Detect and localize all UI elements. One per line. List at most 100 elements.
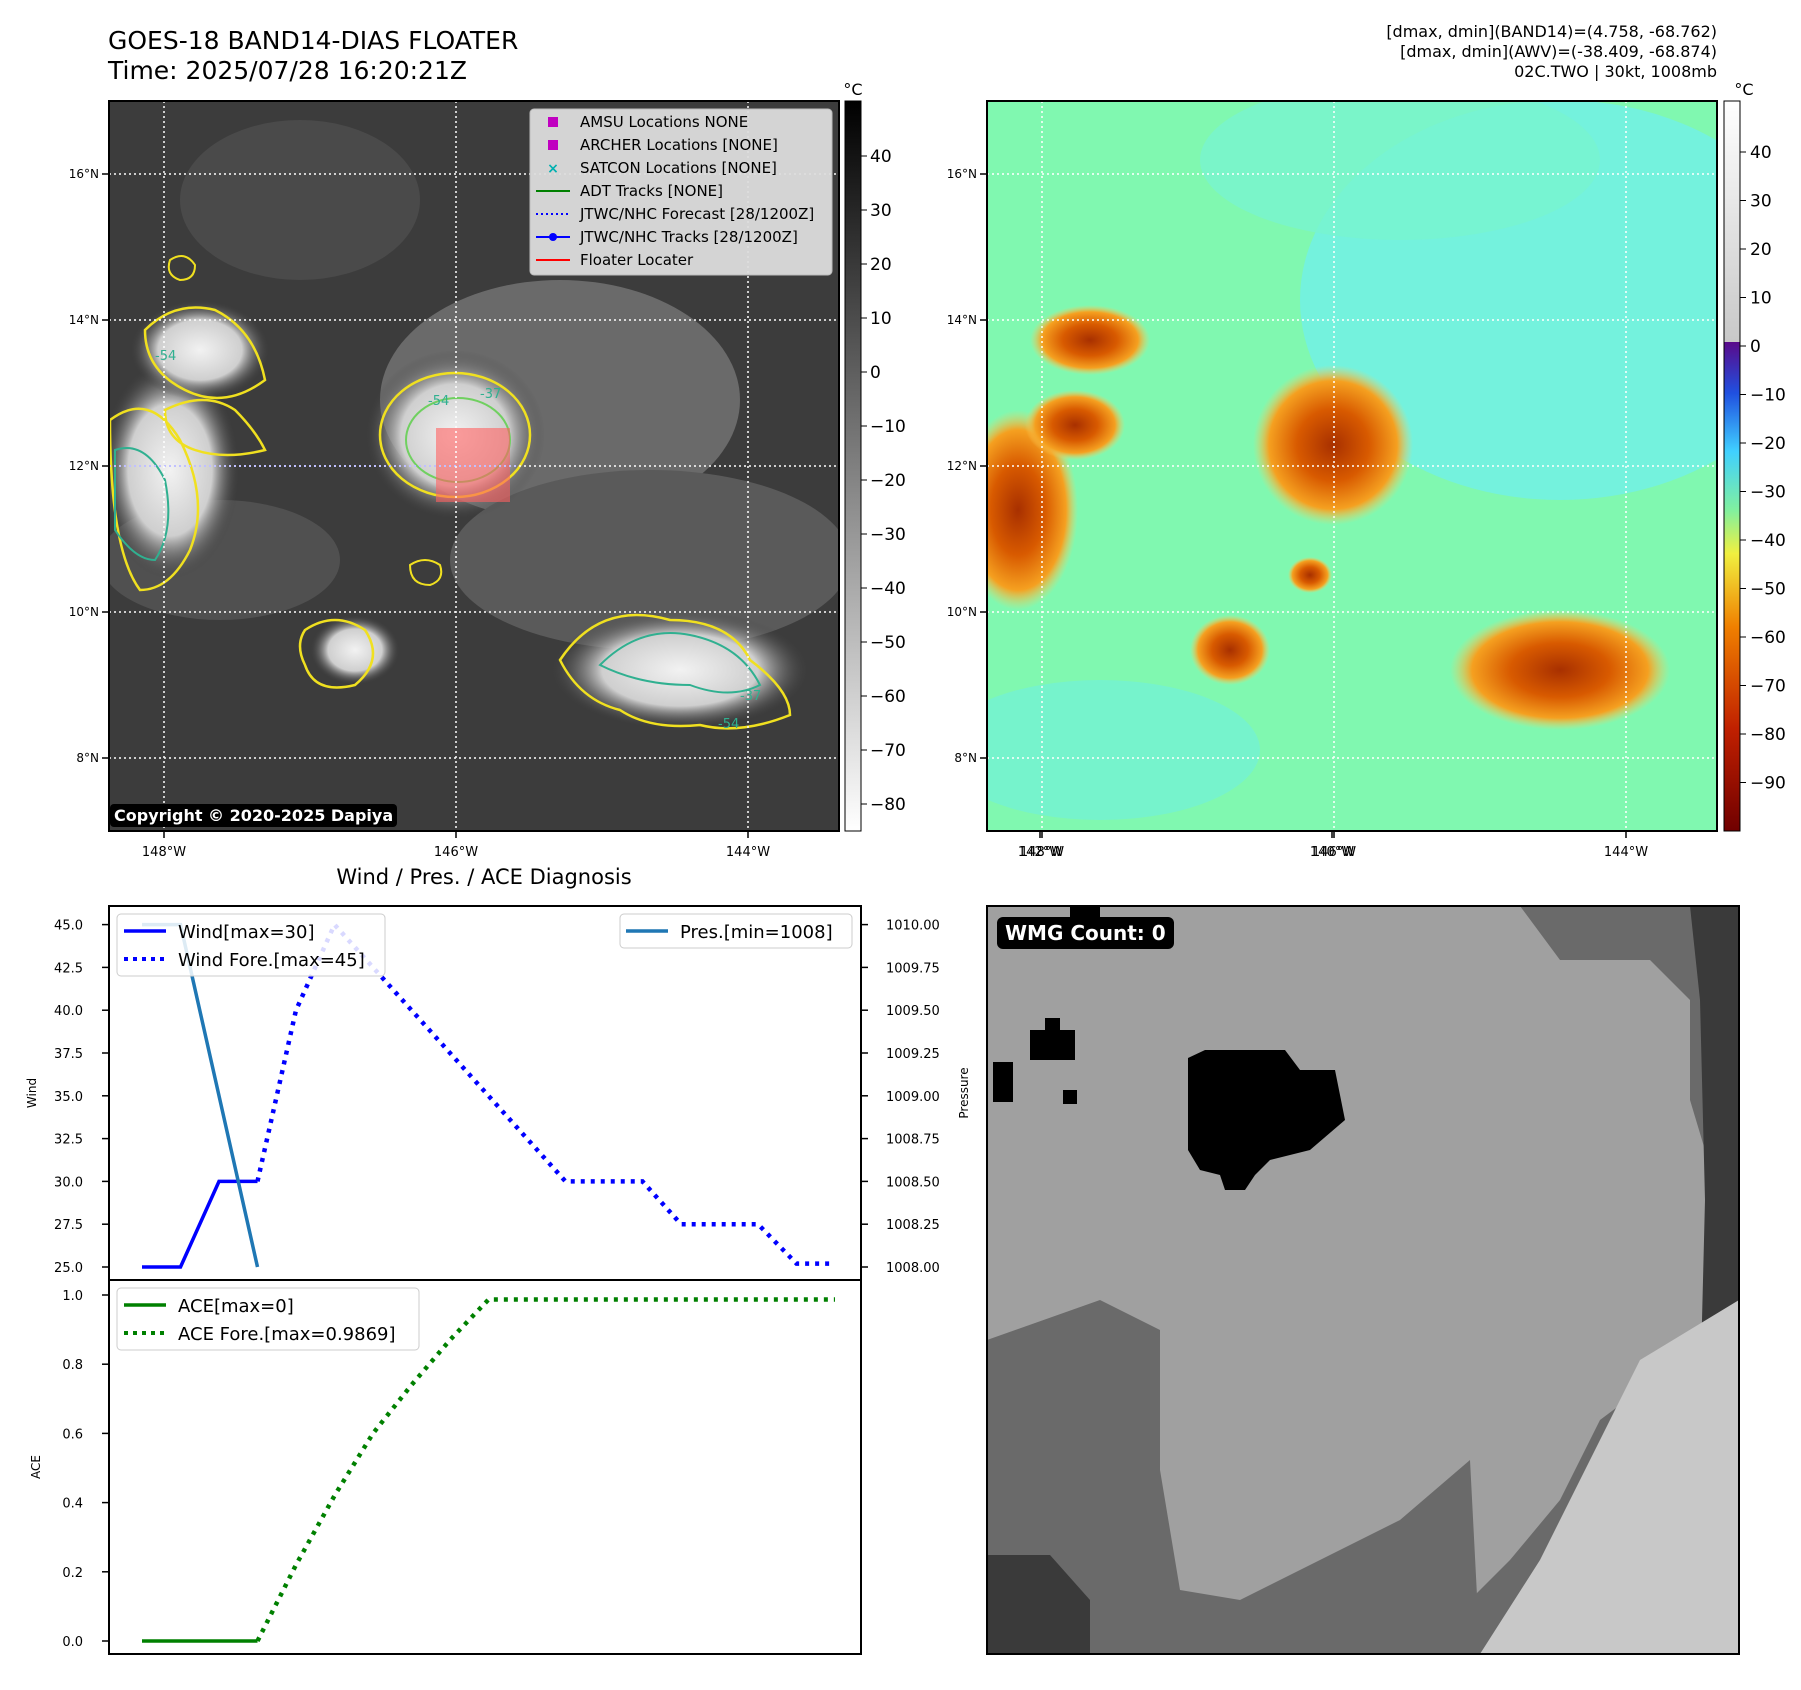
map-legend: AMSU Locations NONE ARCHER Locations [NON…	[529, 108, 833, 276]
colorbar-left-tick: −50	[870, 633, 906, 653]
lat-tick-label: 16°N	[69, 167, 99, 181]
legend-marker	[548, 140, 558, 150]
colorbar-right-tick: −40	[1750, 531, 1786, 551]
contour-southeast	[558, 613, 792, 730]
contour-label-5: -54	[155, 349, 176, 364]
legend-item: JTWC/NHC Forecast [28/1200Z]	[536, 205, 814, 223]
legend-marker: ×	[547, 161, 559, 177]
figure-title: GOES-18 BAND14-DIAS FLOATER Time: 2025/0…	[108, 26, 518, 86]
colorbar-right-gradient	[1723, 100, 1741, 832]
colorbar-right-tick: −30	[1750, 483, 1786, 503]
info-line-1: [dmax, dmin](BAND14)=(4.758, -68.762)	[1386, 22, 1717, 41]
pressure-tick-label: 1008.75	[886, 1133, 940, 1148]
pressure-tick-label: 1008.50	[886, 1175, 940, 1190]
pressure-tick-label: 1010.00	[886, 919, 940, 934]
legend-wind-fore: Wind Fore.[max=45]	[178, 950, 365, 971]
legend-label: Floater Locater	[580, 251, 694, 269]
ace-forecast-line	[255, 1297, 835, 1643]
lon-tick-label: 142°W	[1018, 845, 1062, 860]
colorbar-right-tick: 10	[1750, 289, 1772, 309]
ir-map-panel: -54 -37 -54 -37 -54	[109, 101, 869, 831]
pressure-tick-label: 1009.25	[886, 1047, 940, 1062]
legend-ace-fore: ACE Fore.[max=0.9869]	[178, 1324, 396, 1345]
colorbar-right-tick: −10	[1750, 386, 1786, 406]
legend-label: SATCON Locations [NONE]	[580, 159, 777, 177]
map-axis-ticks: 148°W 146°W 144°W 142°W 140°W 16°N 14°N 12°N 10°…	[69, 167, 1354, 860]
colorbar-right-tick: 0	[1750, 337, 1761, 357]
legend-ace: ACE[max=0]	[178, 1296, 294, 1317]
colorbar-right-tick: −80	[1750, 725, 1786, 745]
lat-tick-label: 8°N	[76, 751, 99, 765]
wind-tick-label: 32.5	[54, 1133, 83, 1148]
colorbar-left-tick: −20	[870, 471, 906, 491]
colorbar-left-tick: 0	[870, 363, 881, 383]
colorbar-left-tick: −40	[870, 579, 906, 599]
ace-ylabel: ACE	[29, 1455, 43, 1479]
wind-tick-label: 30.0	[54, 1175, 83, 1190]
copyright-badge: Copyright © 2020-2025 Dapiya	[110, 804, 398, 827]
colorbar-right-tick: −60	[1750, 628, 1786, 648]
map-legend-box	[529, 108, 833, 276]
lon-tick-label: 144°W	[1604, 845, 1648, 860]
pressure-legend	[619, 913, 853, 949]
contour-label-1: -54	[428, 394, 449, 409]
lon-tick-label: 146°W	[434, 845, 478, 860]
track-point	[861, 462, 869, 470]
ace-tick-label: 0.0	[62, 1635, 83, 1650]
info-line-3: 02C.TWO | 30kt, 1008mb	[1514, 62, 1717, 81]
lat-tick-label: 12°N	[69, 459, 99, 473]
lon-tick-label: 140°W	[1310, 845, 1354, 860]
wind-tick-label: 45.0	[54, 919, 83, 934]
legend-wind: Wind[max=30]	[178, 922, 315, 943]
ace-tick-label: 0.2	[62, 1566, 83, 1581]
lat-tick-label: 14°N	[947, 313, 977, 327]
lon-tick-label: 148°W	[1020, 845, 1064, 860]
pressure-tick-label: 1009.75	[886, 961, 940, 976]
ace-tick-label: 0.6	[62, 1427, 83, 1442]
legend-item: ARCHER Locations [NONE]	[548, 136, 778, 154]
lon-tick-label: 148°W	[142, 845, 186, 860]
wmg-frame	[986, 905, 1740, 1655]
colorbar-right-tick: 20	[1750, 240, 1772, 260]
colorbar-right: °C 40 30 20 10 0 −10 −20 −30 −40 −50 −60 −70 −80 −90	[1723, 80, 1786, 832]
awv-map-panel	[987, 101, 1717, 831]
ace-panel: 1.0 0.8 0.6 0.4 0.2 0.0 ACE ACE[max=0] ACE Fo…	[29, 1279, 862, 1655]
title-line-1: GOES-18 BAND14-DIAS FLOATER	[108, 26, 519, 55]
lat-tick-label: 10°N	[947, 605, 977, 619]
lon-tick-label: 144°W	[726, 845, 770, 860]
wmg-count-badge: WMG Count: 0	[997, 917, 1174, 949]
contour-label-3: -54	[718, 717, 739, 732]
awv-axis-ticks: 148°W 146°W 144°W 142°W 140°W 16°N 14°N 12°N 10°…	[947, 167, 1648, 860]
diagnosis-title: Wind / Pres. / ACE Diagnosis	[336, 865, 631, 889]
wmg-region-southeast	[1480, 1300, 1739, 1654]
colorbar-right-tick: −20	[1750, 434, 1786, 454]
colorbar-left-tick: 30	[870, 201, 892, 221]
colorbar-right-tick: −50	[1750, 580, 1786, 600]
awv-southeast	[1450, 610, 1670, 730]
pressure-tick-label: 1008.25	[886, 1218, 940, 1233]
colorbar-left-gradient	[844, 100, 862, 832]
colorbar-left-tick: 10	[870, 309, 892, 329]
legend-item: × SATCON Locations [NONE]	[547, 159, 777, 177]
legend-item: ADT Tracks [NONE]	[536, 182, 723, 200]
legend-item: Floater Locater	[536, 251, 694, 269]
floater-locater-box	[436, 428, 510, 502]
wind-ylabel: Wind	[25, 1078, 39, 1108]
wind-tick-label: 42.5	[54, 961, 83, 976]
lat-tick-label: 14°N	[69, 313, 99, 327]
awv-storm	[1253, 365, 1413, 525]
ace-tick-label: 1.0	[62, 1289, 83, 1304]
colorbar-left-tick: −10	[870, 417, 906, 437]
pressure-ylabel: Pressure	[957, 1067, 971, 1118]
colorbar-left-tick: −70	[870, 741, 906, 761]
colorbar-left: °C 40 30 20 10 0 −10 −20 −30 −40 −50 −60 −70 −80	[843, 80, 906, 832]
figure-info: [dmax, dmin](BAND14)=(4.758, -68.762) [d…	[1386, 22, 1717, 82]
colorbar-left-unit: °C	[843, 80, 862, 99]
ace-tick-label: 0.4	[62, 1497, 83, 1512]
colorbar-left-tick: 40	[870, 147, 892, 167]
ace-legend	[116, 1287, 420, 1351]
wmg-region-southwest	[987, 1300, 1480, 1654]
colorbar-right-tick: 40	[1750, 143, 1772, 163]
info-line-2: [dmax, dmin](AWV)=(-38.409, -68.874)	[1400, 42, 1717, 61]
pressure-tick-label: 1009.50	[886, 1004, 940, 1019]
